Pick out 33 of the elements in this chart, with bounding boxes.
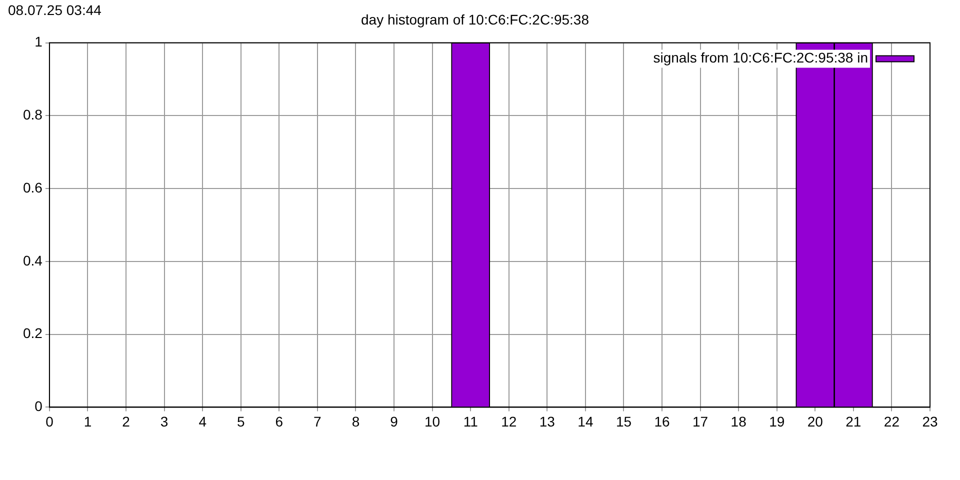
- x-tick-label: 16: [654, 413, 670, 430]
- y-tick-label: 0.8: [22, 106, 43, 123]
- x-tick-label: 4: [198, 413, 207, 430]
- x-tick-label: 10: [424, 413, 440, 430]
- x-tick-label: 18: [730, 413, 747, 430]
- x-tick-label: 0: [46, 413, 54, 430]
- x-tick-label: 19: [769, 413, 785, 430]
- x-tick-label: 7: [314, 413, 322, 430]
- x-tick-label: 8: [352, 413, 360, 430]
- x-tick-label: 11: [463, 413, 478, 430]
- y-tick-label: 1: [34, 34, 43, 50]
- x-tick-label: 2: [122, 413, 130, 430]
- x-tick-label: 9: [390, 413, 398, 430]
- x-tick-label: 22: [884, 413, 900, 430]
- text: 08.07.25 03:44: [8, 2, 102, 18]
- chart-title: day histogram of 10:C6:FC:2C:95:38: [360, 11, 590, 28]
- x-tick-label: 13: [539, 413, 556, 430]
- x-tick-label: 1: [84, 413, 92, 430]
- x-tick-label: 12: [501, 413, 517, 430]
- x-tick-label: 17: [692, 413, 708, 430]
- y-tick-label: 0.2: [22, 325, 43, 342]
- x-tick-label: 5: [236, 413, 245, 430]
- x-tick-label: 6: [275, 413, 284, 430]
- y-tick-label: 0.4: [22, 252, 43, 268]
- x-tick-label: 20: [807, 413, 824, 430]
- x-tick-label: 3: [160, 413, 168, 430]
- legend-label: signals from 10:C6:FC:2C:95:38 in: [653, 50, 868, 66]
- x-tick-label: 23: [922, 413, 938, 430]
- y-tick-label: 0: [34, 398, 43, 414]
- x-tick-label: 14: [578, 413, 594, 430]
- x-tick-label: 15: [616, 413, 632, 430]
- x-tick-label: 21: [846, 413, 862, 430]
- y-tick-label: 0.6: [22, 179, 43, 196]
